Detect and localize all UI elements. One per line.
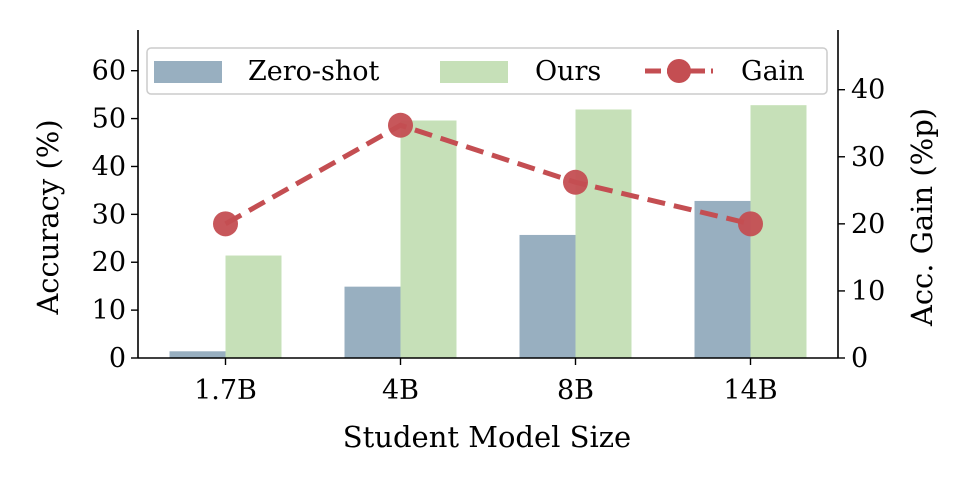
bar-ours-1-7b (225, 255, 282, 358)
bar-zero-shot-8b (519, 234, 576, 358)
y-tick-label-0: 0 (109, 343, 126, 374)
bar-ours-4b (400, 120, 457, 358)
y-tick-label-20: 20 (92, 247, 126, 278)
ticks-layer: 0 10 20 30 40 50 60 0 10 20 30 40 1.7B 4B 8B 14B (92, 56, 886, 406)
y-tick-label-40: 40 (92, 151, 126, 182)
point-gain-4b (388, 112, 413, 138)
point-gain-8b (563, 169, 588, 195)
legend-label-ours: Ours (535, 56, 601, 87)
x-tick-label-4b: 4B (382, 375, 419, 406)
legend-label-gain: Gain (741, 56, 805, 87)
bar-zero-shot-4b (344, 286, 401, 358)
y-tick-label-50: 50 (92, 104, 126, 135)
legend: Zero-shot Ours Gain (146, 47, 828, 95)
y2-axis-title: Acc. Gain (%p) (905, 108, 939, 327)
y-tick-label-10: 10 (92, 295, 126, 326)
legend-swatch-zero-shot (154, 61, 222, 83)
line-gain (224, 122, 752, 227)
bars-layer (169, 105, 807, 359)
bar-ours-8b (575, 109, 632, 358)
bar-zero-shot-1-7b (169, 351, 226, 358)
y2-tick-label-40: 40 (851, 75, 885, 106)
y-axis-title: Accuracy (%) (31, 119, 65, 315)
y2-tick-label-0: 0 (851, 343, 868, 374)
y2-tick-label-30: 30 (851, 142, 885, 173)
x-axis-title: Student Model Size (343, 420, 631, 454)
x-tick-label-1-7b: 1.7B (194, 375, 257, 406)
point-gain-14b (738, 211, 763, 237)
legend-swatch-gain-marker (667, 59, 691, 83)
point-gain-1-7b (213, 211, 238, 237)
y-tick-label-30: 30 (92, 199, 126, 230)
axes-layer (137, 30, 839, 359)
x-tick-label-8b: 8B (557, 375, 594, 406)
legend-label-zero-shot: Zero-shot (248, 56, 380, 87)
x-tick-label-14b: 14B (723, 375, 777, 406)
y2-tick-label-10: 10 (851, 276, 885, 307)
gain-line-layer (213, 112, 763, 237)
legend-swatch-ours (440, 61, 508, 83)
y2-tick-label-20: 20 (851, 209, 885, 240)
y-tick-label-60: 60 (92, 56, 126, 87)
